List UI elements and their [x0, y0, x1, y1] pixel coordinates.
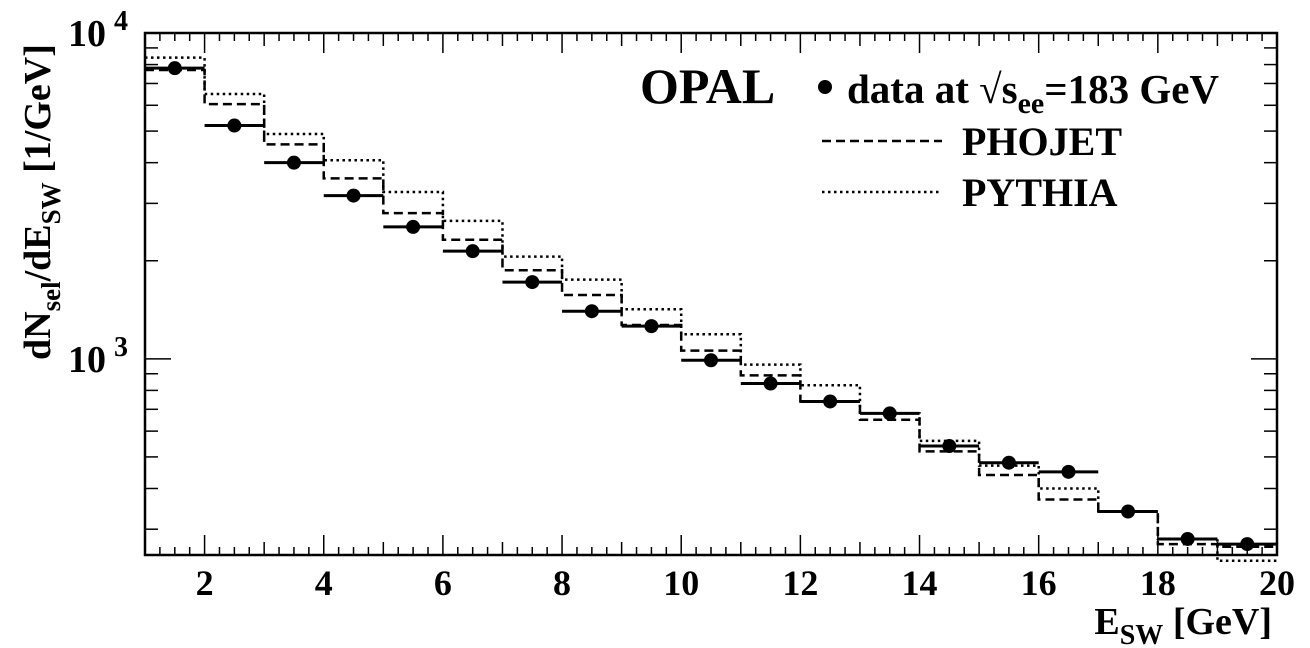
y-tick-label: 10 3	[68, 332, 128, 381]
y-tick-label: 10 4	[68, 6, 128, 55]
x-tick-label: 14	[902, 563, 938, 603]
data-point	[1121, 504, 1136, 519]
data-point	[763, 376, 778, 391]
data-point	[584, 304, 599, 319]
y-axis-label: dNsel/dESW [1/GeV]	[17, 44, 66, 360]
x-tick-label: 8	[553, 563, 571, 603]
series-line-phojet	[145, 68, 1277, 549]
data-point	[1240, 537, 1255, 552]
legend: data at √see=183 GeV PHOJET PYTHIA	[818, 66, 1219, 215]
data-point	[406, 219, 421, 234]
data-point	[346, 188, 361, 203]
x-tick-label: 2	[196, 563, 214, 603]
x-tick-label: 6	[434, 563, 452, 603]
x-tick-label: 16	[1021, 563, 1057, 603]
x-tick-label: 20	[1259, 563, 1295, 603]
legend-marker-data	[818, 80, 832, 94]
data-point	[465, 244, 480, 259]
data-point	[704, 353, 718, 368]
x-axis: 2 4 6 8 10 12 14 16 18 20	[144, 33, 1295, 603]
data-point	[942, 439, 957, 454]
x-tick-label: 4	[315, 563, 333, 603]
data-point	[227, 118, 242, 133]
series-line-pythia	[145, 56, 1277, 563]
x-tick-label: 12	[782, 563, 818, 603]
data-point	[1001, 455, 1016, 470]
x-tick-label: 18	[1140, 563, 1176, 603]
legend-label-data: data at √see=183 GeV	[847, 66, 1219, 120]
legend-label-pythia: PYTHIA	[962, 170, 1118, 215]
x-axis-label: ESW [GeV]	[1094, 601, 1272, 648]
data-point	[286, 155, 301, 170]
legend-label-phojet: PHOJET	[962, 119, 1122, 164]
series	[145, 56, 1277, 563]
data-point	[525, 275, 540, 290]
x-tick-label: 10	[663, 563, 699, 603]
data-point	[1061, 464, 1076, 479]
experiment-label: OPAL	[640, 58, 775, 114]
data-point	[1180, 531, 1195, 546]
data-point	[167, 61, 182, 76]
